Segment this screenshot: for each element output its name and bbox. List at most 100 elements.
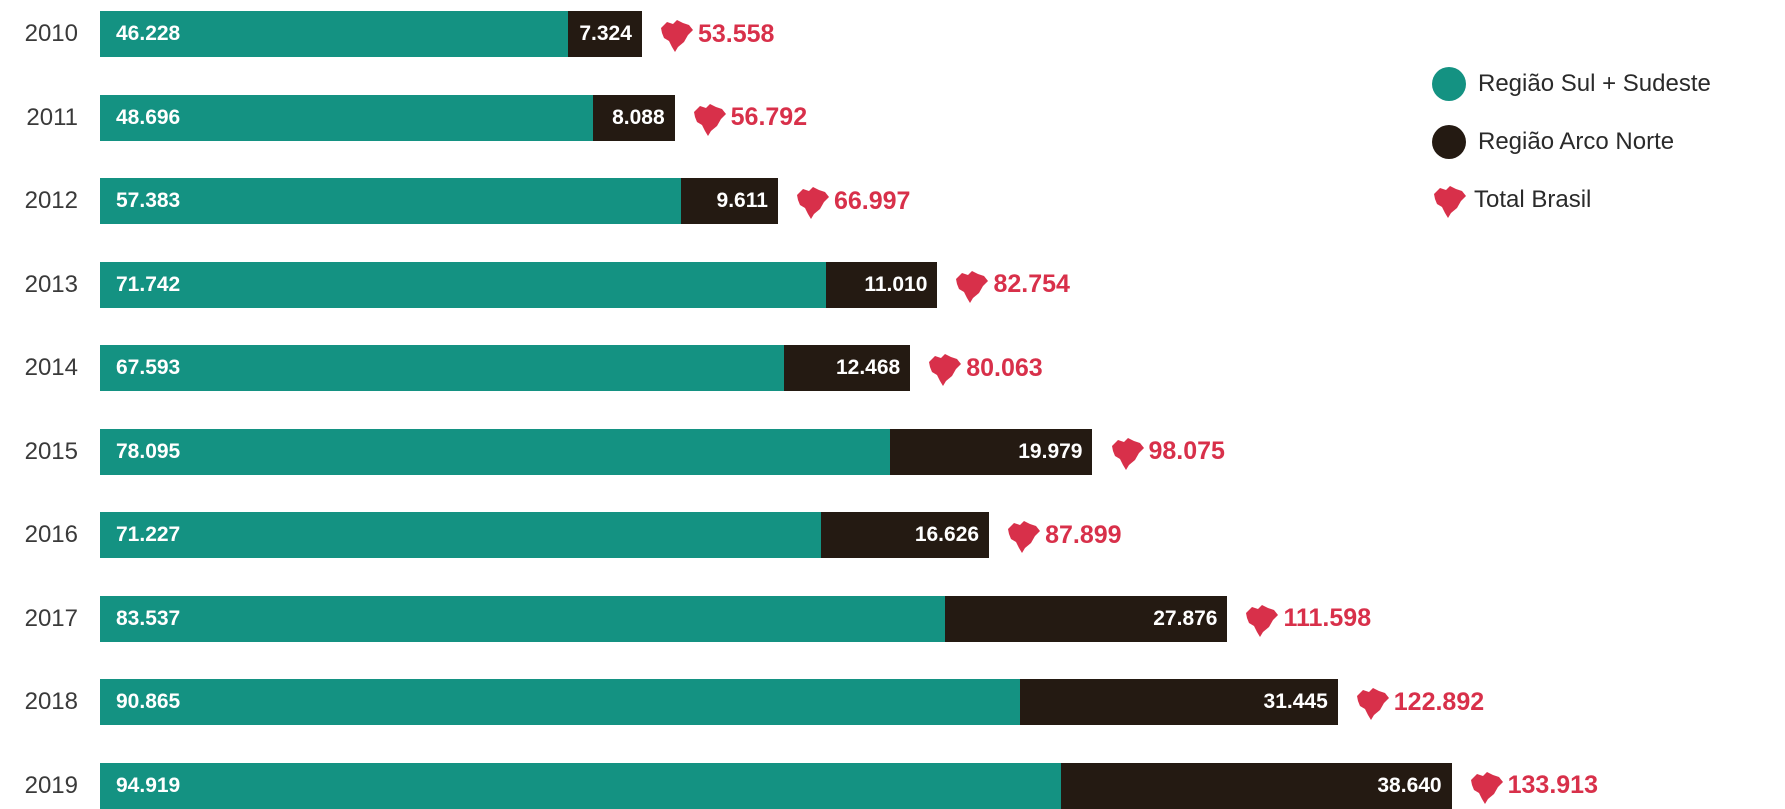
value-label-sul-sudeste: 90.865 xyxy=(116,690,181,713)
bar-row: 71.227 16.626 xyxy=(100,512,990,558)
legend-label: Total Brasil xyxy=(1474,186,1592,213)
value-label-sul-sudeste: 83.537 xyxy=(116,606,181,630)
legend: Região Sul + Sudeste Região Arco Norte T… xyxy=(1432,55,1711,229)
bar-row: 83.537 27.876 xyxy=(100,595,1228,642)
year-label: 2015 xyxy=(24,437,78,465)
brazil-map-icon xyxy=(1246,604,1279,637)
brazil-map-icon xyxy=(1111,437,1144,470)
brazil-map-icon xyxy=(1434,186,1466,218)
value-label-sul-sudeste: 78.095 xyxy=(116,439,181,463)
total-label: 82.754 xyxy=(949,262,1070,308)
bar-row: 48.696 8.088 xyxy=(100,94,675,141)
total-value: 87.899 xyxy=(1045,520,1122,549)
legend-item-total-brasil: Total Brasil xyxy=(1432,171,1711,229)
bar-row: 57.383 9.611 xyxy=(100,178,778,224)
value-label-arco-norte: 7.324 xyxy=(579,22,632,45)
brazil-map-icon xyxy=(1008,521,1041,553)
bar-segment-arco-norte: 12.468 xyxy=(784,345,911,391)
value-label-sul-sudeste: 48.696 xyxy=(116,105,181,129)
total-value: 98.075 xyxy=(1148,437,1225,465)
value-label-sul-sudeste: 57.383 xyxy=(116,189,181,212)
year-label: 2011 xyxy=(26,103,78,131)
legend-item-sul-sudeste: Região Sul + Sudeste xyxy=(1432,55,1711,113)
year-label: 2010 xyxy=(24,20,78,47)
year-label: 2016 xyxy=(24,521,78,548)
bar-segment-arco-norte: 38.640 xyxy=(1060,762,1452,809)
value-label-arco-norte: 12.468 xyxy=(835,356,901,379)
bar-segment-sul-sudeste: 67.593 xyxy=(100,345,785,391)
total-value: 122.892 xyxy=(1393,687,1485,716)
total-label: 111.598 xyxy=(1239,596,1371,642)
bar-segment-sul-sudeste: 71.742 xyxy=(100,261,827,308)
year-label: 2013 xyxy=(24,270,78,298)
brazil-map-icon xyxy=(693,103,726,136)
bar-segment-sul-sudeste: 78.095 xyxy=(100,428,891,475)
brazil-map-icon xyxy=(1356,688,1389,720)
value-label-arco-norte: 16.626 xyxy=(914,523,980,546)
year-label: 2017 xyxy=(24,604,78,632)
brazil-map-icon xyxy=(1470,771,1503,804)
legend-item-arco-norte: Região Arco Norte xyxy=(1432,113,1711,171)
total-label: 56.792 xyxy=(687,95,807,141)
value-label-sul-sudeste: 94.919 xyxy=(116,773,181,797)
total-label: 122.892 xyxy=(1350,679,1484,725)
bar-segment-sul-sudeste: 71.227 xyxy=(100,512,821,558)
bar-segment-arco-norte: 11.010 xyxy=(826,261,938,308)
total-label: 87.899 xyxy=(1001,512,1122,558)
bar-segment-arco-norte: 16.626 xyxy=(820,512,990,558)
total-value: 133.913 xyxy=(1507,771,1598,799)
brazil-map-icon xyxy=(956,270,989,303)
total-value: 82.754 xyxy=(993,270,1070,298)
bar-row: 67.593 12.468 xyxy=(100,345,911,391)
bar-segment-sul-sudeste: 46.228 xyxy=(100,11,568,57)
bar-row: 71.742 11.010 xyxy=(100,261,938,308)
total-value: 111.598 xyxy=(1283,604,1372,632)
year-label: 2014 xyxy=(24,354,78,381)
total-label: 53.558 xyxy=(654,11,774,57)
teal-dot-icon xyxy=(1432,67,1466,101)
bar-row: 78.095 19.979 xyxy=(100,428,1093,475)
value-label-arco-norte: 27.876 xyxy=(1153,606,1218,630)
bar-row: 46.228 7.324 xyxy=(100,11,642,57)
bar-segment-arco-norte: 8.088 xyxy=(592,94,675,141)
value-label-arco-norte: 11.010 xyxy=(864,272,928,296)
bar-segment-sul-sudeste: 90.865 xyxy=(100,679,1020,725)
total-value: 53.558 xyxy=(697,19,775,48)
total-value: 56.792 xyxy=(730,103,808,131)
brazil-map-icon xyxy=(660,20,693,52)
total-value: 80.063 xyxy=(966,353,1043,382)
value-label-arco-norte: 9.611 xyxy=(716,189,768,212)
value-label-arco-norte: 31.445 xyxy=(1263,690,1328,713)
year-label: 2012 xyxy=(24,187,78,214)
dark-dot-icon xyxy=(1432,125,1466,159)
bar-segment-arco-norte: 31.445 xyxy=(1019,679,1338,725)
value-label-arco-norte: 38.640 xyxy=(1377,773,1442,797)
total-label: 66.997 xyxy=(790,178,910,224)
year-label: 2019 xyxy=(24,771,78,799)
year-label: 2018 xyxy=(24,688,78,715)
bar-segment-sul-sudeste: 83.537 xyxy=(100,595,946,642)
bar-segment-sul-sudeste: 94.919 xyxy=(100,762,1061,809)
value-label-arco-norte: 19.979 xyxy=(1018,439,1083,463)
value-label-sul-sudeste: 67.593 xyxy=(116,356,181,379)
bar-segment-sul-sudeste: 48.696 xyxy=(100,94,593,141)
brazil-map-icon xyxy=(796,187,829,219)
bar-segment-sul-sudeste: 57.383 xyxy=(100,178,681,224)
value-label-sul-sudeste: 46.228 xyxy=(116,22,181,45)
bar-segment-arco-norte: 27.876 xyxy=(945,595,1228,642)
brazil-map-icon xyxy=(929,354,962,386)
value-label-arco-norte: 8.088 xyxy=(612,105,665,129)
bar-segment-arco-norte: 7.324 xyxy=(567,11,642,57)
total-label: 133.913 xyxy=(1464,763,1598,809)
legend-label: Região Sul + Sudeste xyxy=(1478,70,1711,97)
bar-segment-arco-norte: 9.611 xyxy=(680,178,778,224)
value-label-sul-sudeste: 71.227 xyxy=(116,523,181,546)
total-value: 66.997 xyxy=(833,186,911,215)
value-label-sul-sudeste: 71.742 xyxy=(116,272,181,296)
legend-label: Região Arco Norte xyxy=(1478,128,1675,155)
bar-segment-arco-norte: 19.979 xyxy=(890,428,1093,475)
total-label: 80.063 xyxy=(922,345,1043,391)
bar-row: 90.865 31.445 xyxy=(100,679,1338,725)
total-label: 98.075 xyxy=(1105,429,1225,475)
